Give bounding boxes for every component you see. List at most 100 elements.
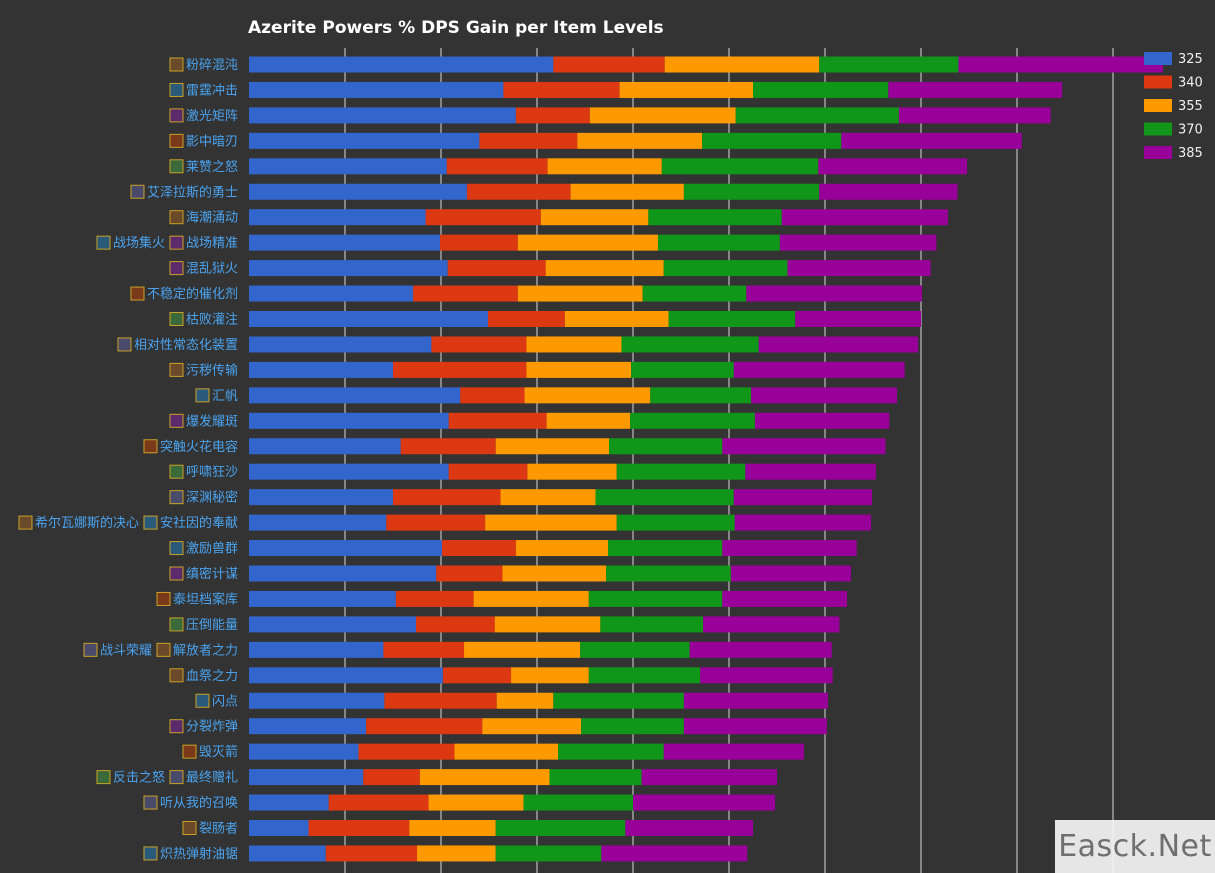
bar-segment-340 bbox=[448, 463, 528, 480]
bar-segment-385 bbox=[758, 336, 919, 353]
legend-label-370: 370 bbox=[1178, 123, 1203, 138]
bar-segment-385 bbox=[841, 132, 1022, 149]
category-label: 毁灭箭 bbox=[182, 744, 238, 760]
azerite-power-icon bbox=[156, 591, 171, 606]
bar-segment-325 bbox=[249, 81, 504, 98]
bar-segment-340 bbox=[446, 158, 548, 175]
category-label-text: 听从我的召唤 bbox=[160, 795, 238, 811]
bar-segment-355 bbox=[546, 412, 631, 429]
category-label: 反击之怒 最终赠礼 bbox=[96, 770, 238, 786]
bar-segment-385 bbox=[663, 743, 804, 760]
bar-segment-370 bbox=[642, 285, 747, 302]
azerite-power-icon bbox=[195, 388, 210, 403]
legend-label-385: 385 bbox=[1178, 146, 1203, 161]
category-label-text: 艾泽拉斯的勇士 bbox=[147, 184, 238, 200]
bar-segment-340 bbox=[425, 209, 541, 226]
category-label: 雷霆冲击 bbox=[169, 82, 238, 98]
bar-segment-325 bbox=[249, 260, 448, 277]
bar-segment-385 bbox=[898, 107, 1051, 124]
bar-segment-385 bbox=[700, 667, 833, 684]
bar-segment-325 bbox=[249, 387, 461, 404]
category-label: 分裂炸弹 bbox=[169, 719, 238, 735]
azerite-power-icon bbox=[156, 642, 171, 657]
bar-segment-355 bbox=[540, 209, 649, 226]
category-label-text: 爆发耀斑 bbox=[186, 413, 238, 429]
bar-segment-340 bbox=[460, 387, 525, 404]
category-label: 突触火花电容 bbox=[143, 439, 238, 455]
category-label: 激光矩阵 bbox=[169, 108, 238, 124]
bar-segment-325 bbox=[249, 794, 329, 811]
bar-segment-340 bbox=[436, 565, 503, 582]
category-label-text: 汇帆 bbox=[212, 389, 238, 404]
bar-segment-325 bbox=[249, 209, 426, 226]
bar-segment-355 bbox=[570, 183, 684, 200]
bar-segment-370 bbox=[581, 718, 684, 735]
category-label: 艾泽拉斯的勇士 bbox=[130, 184, 238, 200]
bar-segment-385 bbox=[703, 616, 840, 633]
bar-segment-340 bbox=[442, 667, 512, 684]
category-label: 裂肠者 bbox=[182, 821, 238, 837]
bar-segment-355 bbox=[664, 56, 820, 73]
bar-segment-340 bbox=[366, 718, 483, 735]
bar-segment-370 bbox=[616, 514, 735, 531]
bar-segment-355 bbox=[485, 514, 617, 531]
bar-segment-325 bbox=[249, 718, 367, 735]
category-label-text: 影中暗刃 bbox=[186, 134, 238, 149]
bar-segment-355 bbox=[494, 616, 601, 633]
bar-segment-325 bbox=[249, 438, 401, 455]
bar-segment-325 bbox=[249, 234, 441, 251]
legend-label-325: 325 bbox=[1178, 52, 1203, 67]
bar-segment-340 bbox=[440, 234, 518, 251]
bar-segment-340 bbox=[447, 260, 546, 277]
category-label: 汇帆 bbox=[195, 388, 238, 404]
bar-segment-325 bbox=[249, 590, 396, 607]
category-label-text: 相对性常态化装置 bbox=[134, 338, 238, 353]
bar-segment-325 bbox=[249, 285, 414, 302]
bar-segment-340 bbox=[358, 743, 455, 760]
bar-segment-370 bbox=[609, 438, 723, 455]
category-label-text: 海潮涌动 bbox=[186, 211, 238, 226]
bar-segment-340 bbox=[308, 820, 410, 836]
azerite-power-icon bbox=[117, 337, 132, 352]
bar-segment-325 bbox=[249, 692, 385, 709]
bar-segment-340 bbox=[479, 132, 578, 149]
bar-segment-370 bbox=[819, 56, 959, 73]
azerite-power-icon bbox=[169, 210, 184, 225]
category-label: 深渊秘密 bbox=[169, 490, 238, 506]
bar-segment-340 bbox=[363, 769, 420, 786]
azerite-power-icon bbox=[169, 57, 184, 72]
category-label-text: 裂肠者 bbox=[199, 822, 238, 837]
bar-segment-355 bbox=[409, 820, 496, 836]
bar-segment-340 bbox=[416, 616, 495, 633]
category-label-text: 最终赠礼 bbox=[186, 770, 238, 786]
azerite-power-icon bbox=[143, 795, 158, 810]
bar-segment-370 bbox=[558, 743, 664, 760]
bar-segment-385 bbox=[818, 158, 968, 175]
bar-segment-325 bbox=[249, 412, 449, 429]
category-label: 粉碎混沌 bbox=[169, 57, 238, 73]
bar-segment-370 bbox=[588, 667, 701, 684]
bar-segment-370 bbox=[523, 794, 633, 811]
category-label-text: 不稳定的催化剂 bbox=[147, 286, 238, 302]
bar-segment-325 bbox=[249, 514, 387, 531]
bar-segment-370 bbox=[663, 260, 788, 277]
bar-segment-370 bbox=[588, 590, 723, 607]
bar-segment-340 bbox=[488, 311, 565, 327]
bar-segment-340 bbox=[466, 183, 571, 200]
bar-segment-325 bbox=[249, 616, 417, 633]
bar-segment-385 bbox=[722, 540, 857, 557]
category-label-text: 混乱狱火 bbox=[186, 262, 238, 277]
bar-segment-385 bbox=[819, 183, 958, 200]
bar-segment-385 bbox=[730, 565, 851, 582]
bar-segment-340 bbox=[431, 336, 527, 353]
bar-segment-385 bbox=[733, 361, 905, 378]
bar-segment-340 bbox=[413, 285, 518, 302]
category-label-text: 希尔瓦娜斯的决心 bbox=[35, 515, 139, 531]
bar-segment-370 bbox=[630, 412, 755, 429]
azerite-power-icon bbox=[169, 235, 184, 250]
bar-segment-355 bbox=[511, 667, 589, 684]
bar-segment-340 bbox=[393, 361, 527, 378]
azerite-power-icon bbox=[169, 362, 184, 377]
